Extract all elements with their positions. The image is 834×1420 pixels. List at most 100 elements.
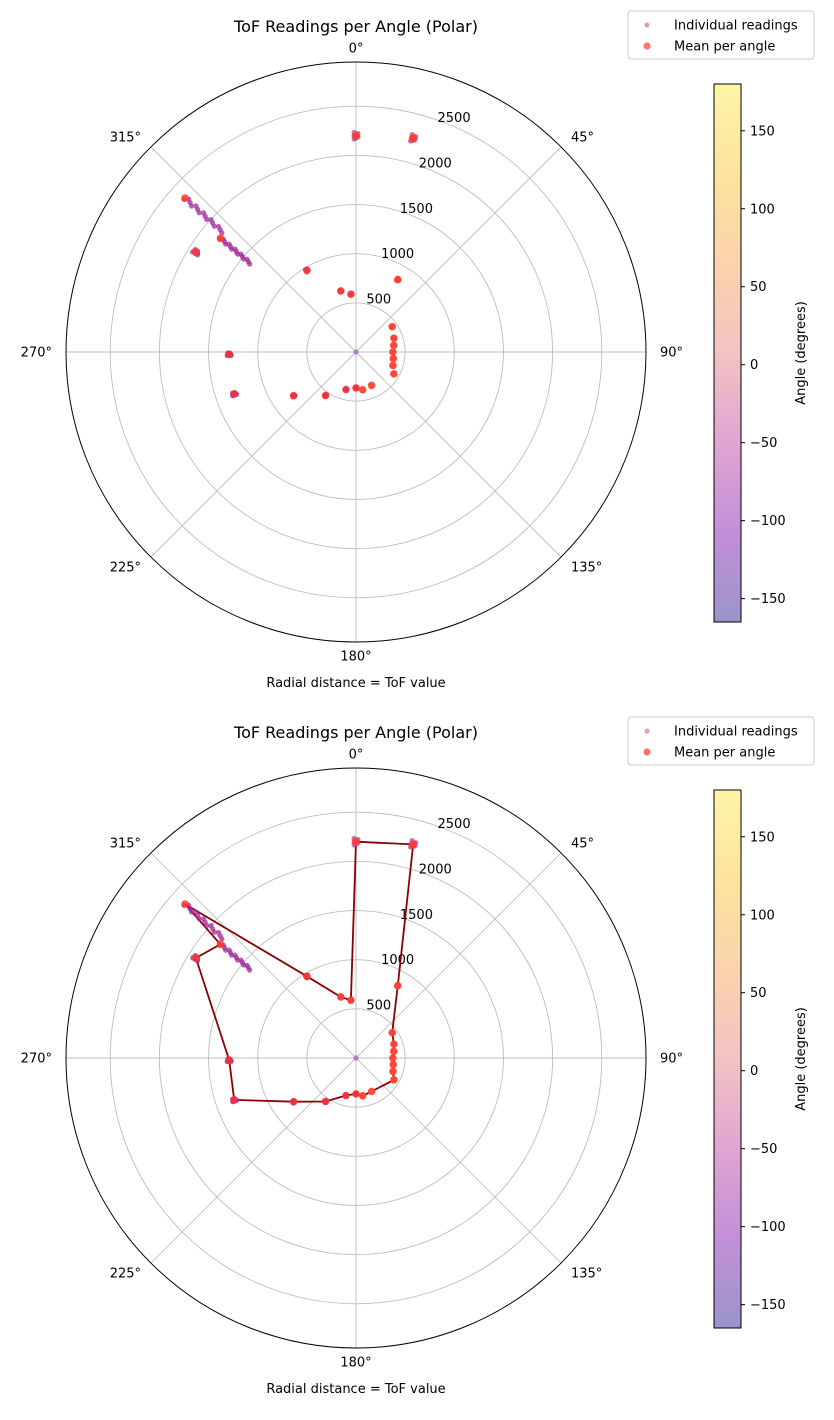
radial-tick-label: 1000 bbox=[381, 247, 414, 262]
polar-grid bbox=[66, 62, 646, 642]
radial-tick-label: 2500 bbox=[438, 111, 471, 126]
reading-point bbox=[193, 909, 199, 915]
mean-point bbox=[181, 194, 189, 202]
mean-point bbox=[347, 996, 355, 1005]
mean-point bbox=[192, 248, 200, 256]
individual-readings-series bbox=[181, 129, 419, 400]
angle-tick-labels: 0° 45° 90° 135° 180° 225° 270° 315° bbox=[21, 42, 683, 665]
radial-tick-label: 500 bbox=[366, 293, 391, 308]
mean-point bbox=[389, 1047, 398, 1056]
angle-tick-label: 270° bbox=[21, 1052, 52, 1067]
origin-point bbox=[353, 1055, 359, 1061]
mean-point bbox=[358, 1091, 367, 1100]
mean-point bbox=[289, 391, 298, 400]
colorbar-tick-label: 100 bbox=[750, 908, 775, 923]
mean-point bbox=[303, 972, 311, 981]
angle-tick-label: 90° bbox=[660, 1052, 683, 1067]
legend-marker-readings bbox=[644, 22, 650, 28]
mean-point bbox=[225, 350, 234, 359]
colorbar-tick-label: −150 bbox=[750, 1298, 786, 1313]
reading-point bbox=[200, 916, 207, 922]
mean-point bbox=[390, 1076, 398, 1084]
mean-point bbox=[303, 266, 311, 275]
reading-point bbox=[215, 929, 222, 936]
colorbar-bar bbox=[713, 83, 742, 623]
angle-tick-label: 180° bbox=[340, 650, 371, 665]
mean-point bbox=[389, 1060, 398, 1069]
radial-tick-label: 1000 bbox=[381, 953, 414, 968]
radial-tick-label: 1500 bbox=[400, 202, 433, 217]
reading-point bbox=[193, 203, 199, 209]
legend-frame bbox=[627, 716, 815, 766]
mean-point bbox=[389, 354, 398, 363]
mean-point bbox=[192, 954, 200, 962]
radial-tick-labels: 500 1000 1500 2000 2500 bbox=[366, 817, 470, 1014]
angle-tick-label: 0° bbox=[349, 42, 364, 57]
mean-point bbox=[321, 391, 330, 400]
mean-point bbox=[390, 1040, 398, 1049]
mean-point bbox=[216, 234, 225, 243]
angular-grid-line bbox=[355, 146, 562, 353]
angle-tick-label: 135° bbox=[571, 1266, 602, 1281]
colorbar-tick-label: 100 bbox=[750, 202, 775, 217]
mean-point bbox=[393, 275, 402, 284]
colorbar-tick-label: −50 bbox=[750, 436, 777, 451]
colorbar: 150 100 50 0 −50 −100 −150 Angle (degree… bbox=[713, 83, 809, 623]
polar-chart-2: ToF Readings per Angle (Polar) 0° 45° 90… bbox=[21, 716, 815, 1397]
mean-point bbox=[389, 361, 397, 370]
mean-point bbox=[367, 1087, 376, 1096]
angular-grid-line bbox=[355, 852, 562, 1059]
origin-point bbox=[353, 349, 359, 355]
legend-entry: Individual readings bbox=[674, 19, 798, 34]
colorbar-tick-label: 50 bbox=[750, 280, 767, 295]
legend-marker-mean bbox=[643, 42, 651, 50]
x-axis-label: Radial distance = ToF value bbox=[266, 1382, 445, 1397]
individual-readings-series bbox=[181, 835, 419, 1106]
polar-spine bbox=[65, 61, 647, 643]
radial-tick-label: 2000 bbox=[419, 862, 452, 877]
mean-connecting-line bbox=[184, 840, 415, 1103]
mean-point bbox=[358, 385, 367, 394]
mean-point bbox=[230, 390, 239, 398]
angle-tick-labels: 0° 45° 90° 135° 180° 225° 270° 315° bbox=[21, 748, 683, 1371]
legend-entry: Mean per angle bbox=[674, 40, 775, 55]
mean-line bbox=[184, 840, 415, 1103]
angle-tick-label: 225° bbox=[110, 1266, 141, 1281]
colorbar-tick-label: −50 bbox=[750, 1142, 777, 1157]
mean-point bbox=[389, 1054, 397, 1062]
mean-point bbox=[352, 131, 360, 140]
colorbar-ticks: 150 100 50 0 −50 −100 −150 bbox=[741, 830, 786, 1313]
mean-point bbox=[336, 993, 345, 1001]
mean-point bbox=[388, 322, 397, 331]
mean-point bbox=[347, 290, 355, 299]
legend: Individual readings Mean per angle bbox=[627, 716, 815, 766]
colorbar-tick-label: 50 bbox=[750, 986, 767, 1001]
mean-point bbox=[393, 981, 402, 990]
mean-point bbox=[409, 134, 418, 143]
legend-entry: Individual readings bbox=[674, 725, 798, 740]
angular-grid-line bbox=[355, 1057, 562, 1264]
chart-title: ToF Readings per Angle (Polar) bbox=[233, 17, 478, 36]
angle-tick-label: 270° bbox=[21, 346, 52, 361]
mean-point bbox=[352, 1090, 360, 1098]
angle-tick-label: 180° bbox=[340, 1356, 371, 1371]
colorbar-tick-label: 150 bbox=[750, 830, 775, 845]
colorbar-tick-label: 0 bbox=[750, 358, 758, 373]
mean-point bbox=[216, 940, 225, 949]
mean-point bbox=[352, 384, 360, 392]
mean-per-angle-series bbox=[181, 837, 418, 1106]
angular-grid-line bbox=[150, 351, 357, 558]
angle-tick-label: 315° bbox=[110, 131, 141, 146]
colorbar-tick-label: −100 bbox=[750, 1220, 786, 1235]
reading-point bbox=[208, 923, 214, 929]
angle-tick-label: 45° bbox=[571, 131, 594, 146]
colorbar-tick-label: −100 bbox=[750, 514, 786, 529]
polar-grid bbox=[66, 768, 646, 1348]
radial-tick-label: 1500 bbox=[400, 908, 433, 923]
mean-point bbox=[388, 1028, 397, 1037]
mean-point bbox=[389, 341, 398, 350]
radial-tick-label: 2000 bbox=[419, 156, 452, 171]
legend: Individual readings Mean per angle bbox=[627, 10, 815, 60]
colorbar-label: Angle (degrees) bbox=[794, 1007, 809, 1111]
